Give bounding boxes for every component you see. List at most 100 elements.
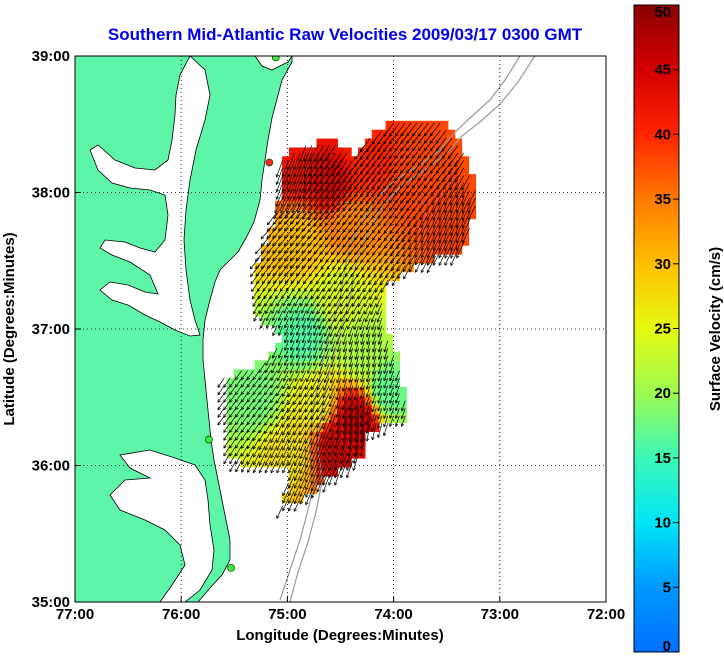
velocity-arrow-head	[377, 370, 379, 375]
velocity-arrow	[342, 197, 353, 212]
velocity-arrow	[299, 468, 307, 482]
velocity-arrow-head	[366, 260, 370, 263]
velocity-arrow-head	[414, 225, 418, 228]
velocity-arrow	[324, 332, 330, 344]
velocity-arrow	[255, 265, 266, 277]
velocity-cell	[371, 333, 380, 344]
velocity-arrow	[423, 122, 435, 137]
velocity-arrow-head	[287, 189, 291, 193]
velocity-cell	[344, 165, 352, 175]
velocity-arrow	[255, 250, 266, 262]
velocity-arrow	[276, 438, 283, 451]
velocity-cell	[254, 431, 262, 441]
velocity-cell	[461, 182, 470, 193]
velocity-cell	[323, 165, 331, 175]
velocity-arrow-head	[450, 248, 454, 251]
velocity-arrow	[287, 415, 295, 428]
velocity-arrow	[378, 355, 383, 367]
velocity-arrow-head	[311, 459, 315, 463]
velocity-cell	[330, 333, 338, 344]
velocity-cell	[289, 387, 297, 397]
velocity-arrow-head	[313, 333, 317, 336]
velocity-cell	[309, 271, 318, 282]
velocity-arrow	[252, 377, 260, 388]
velocity-arrow-head	[360, 200, 362, 205]
velocity-arrow	[264, 362, 272, 374]
velocity-arrow	[336, 332, 342, 345]
velocity-arrow-head	[336, 244, 338, 248]
velocity-arrow	[349, 370, 354, 383]
velocity-arrow-head	[450, 240, 454, 244]
velocity-arrow-head	[252, 415, 256, 418]
velocity-cell	[371, 218, 380, 228]
velocity-arrow-head	[403, 269, 407, 272]
velocity-arrow-head	[223, 461, 227, 465]
velocity-cell	[295, 236, 304, 246]
velocity-arrow-head	[264, 470, 268, 474]
velocity-arrow-head	[307, 230, 311, 233]
velocity-arrow	[378, 242, 389, 256]
velocity-arrow-head	[430, 194, 434, 197]
velocity-arrow-head	[360, 379, 362, 383]
velocity-arrow-head	[383, 416, 387, 419]
velocity-arrow-head	[259, 311, 263, 315]
velocity-cell	[268, 369, 276, 379]
velocity-arrow	[284, 355, 289, 366]
velocity-arrow	[311, 370, 319, 383]
velocity-arrow-head	[319, 348, 323, 352]
velocity-arrow	[435, 137, 447, 152]
velocity-arrow-head	[343, 356, 347, 360]
station-markers	[204, 56, 280, 572]
velocity-cell	[295, 227, 304, 237]
velocity-arrow-head	[342, 446, 345, 449]
velocity-arrow-head	[289, 244, 294, 247]
velocity-arrow	[413, 212, 424, 228]
velocity-arrow-head	[308, 267, 312, 270]
velocity-arrow-head	[384, 356, 387, 360]
velocity-arrow-head	[229, 423, 233, 426]
velocity-arrow	[380, 272, 389, 286]
velocity-arrow-head	[287, 197, 291, 200]
velocity-arrow	[316, 385, 324, 398]
velocity-arrow-head	[342, 202, 347, 206]
velocity-arrow	[456, 227, 465, 244]
velocity-arrow	[334, 460, 342, 479]
velocity-arrow	[330, 340, 336, 352]
velocity-arrow	[348, 325, 354, 338]
velocity-arrow-head	[309, 282, 314, 285]
velocity-arrow-head	[394, 194, 398, 197]
velocity-arrow-head	[409, 269, 413, 273]
velocity-cell	[461, 165, 470, 175]
velocity-arrow	[304, 408, 313, 420]
velocity-arrow-head	[264, 455, 268, 459]
velocity-arrow	[456, 235, 465, 251]
velocity-arrow-head	[277, 242, 280, 246]
velocity-arrow-head	[372, 252, 374, 256]
velocity-arrow-head	[361, 364, 364, 368]
velocity-arrow-head	[360, 341, 362, 345]
velocity-arrow	[287, 408, 295, 420]
velocity-arrow-head	[349, 266, 351, 270]
velocity-arrow-head	[444, 203, 448, 206]
velocity-arrow-head	[456, 225, 460, 229]
velocity-arrow-head	[354, 214, 356, 218]
velocity-arrow-head	[281, 425, 286, 428]
velocity-arrow-head	[325, 204, 329, 207]
velocity-cell	[330, 200, 338, 211]
velocity-arrow-head	[342, 438, 344, 442]
velocity-arrow	[331, 167, 342, 184]
velocity-arrow-head	[296, 318, 299, 321]
velocity-arrow-head	[330, 245, 335, 248]
velocity-arrow-head	[235, 438, 239, 441]
velocity-cell	[282, 298, 290, 308]
velocity-arrow	[371, 130, 383, 145]
velocity-arrow-head	[348, 379, 350, 383]
velocity-arrow-head	[371, 186, 373, 190]
velocity-arrow	[346, 302, 354, 315]
velocity-arrow	[371, 137, 383, 153]
velocity-arrow-head	[346, 467, 348, 471]
velocity-arrow-head	[390, 254, 394, 257]
velocity-arrow	[335, 385, 342, 401]
velocity-arrow-head	[383, 201, 387, 204]
velocity-arrow-head	[378, 334, 381, 338]
